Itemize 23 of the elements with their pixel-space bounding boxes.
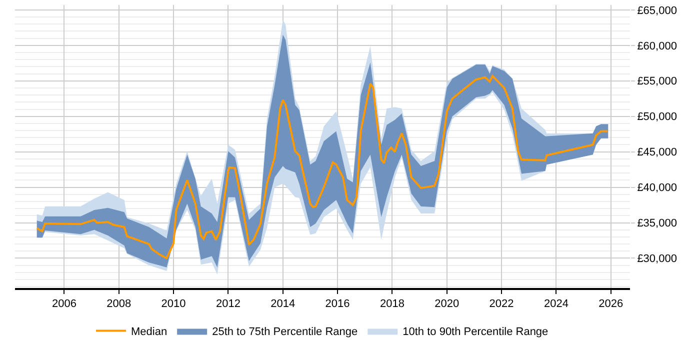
x-tick-label: 2014	[270, 298, 296, 310]
legend-label: 25th to 75th Percentile Range	[212, 326, 358, 338]
line-series	[36, 74, 609, 260]
y-tick-label: £40,000	[637, 182, 677, 194]
x-tick-label: 2026	[598, 298, 624, 310]
x-tick-label: 2006	[52, 298, 76, 310]
x-tick-label: 2022	[489, 298, 514, 310]
y-tick-label: £60,000	[637, 40, 677, 52]
x-tick-label: 2024	[544, 298, 568, 310]
x-tick-label: 2012	[216, 298, 240, 310]
y-tick-label: £30,000	[637, 253, 677, 266]
legend-label: 10th to 90th Percentile Range	[402, 326, 548, 338]
x-tick-label: 2020	[434, 298, 460, 310]
y-tick-label: £55,000	[637, 76, 677, 88]
y-tick-label: £35,000	[637, 218, 677, 230]
x-tick-label: 2016	[325, 298, 350, 310]
x-tick-label: 2010	[161, 298, 186, 310]
x-tick-label: 2008	[106, 298, 132, 310]
y-tick-label: £65,000	[637, 4, 677, 17]
legend-label: Median	[131, 326, 168, 338]
x-tick-label: 2018	[380, 298, 404, 310]
y-tick-label: £45,000	[637, 146, 677, 159]
y-tick-label: £50,000	[637, 111, 677, 124]
